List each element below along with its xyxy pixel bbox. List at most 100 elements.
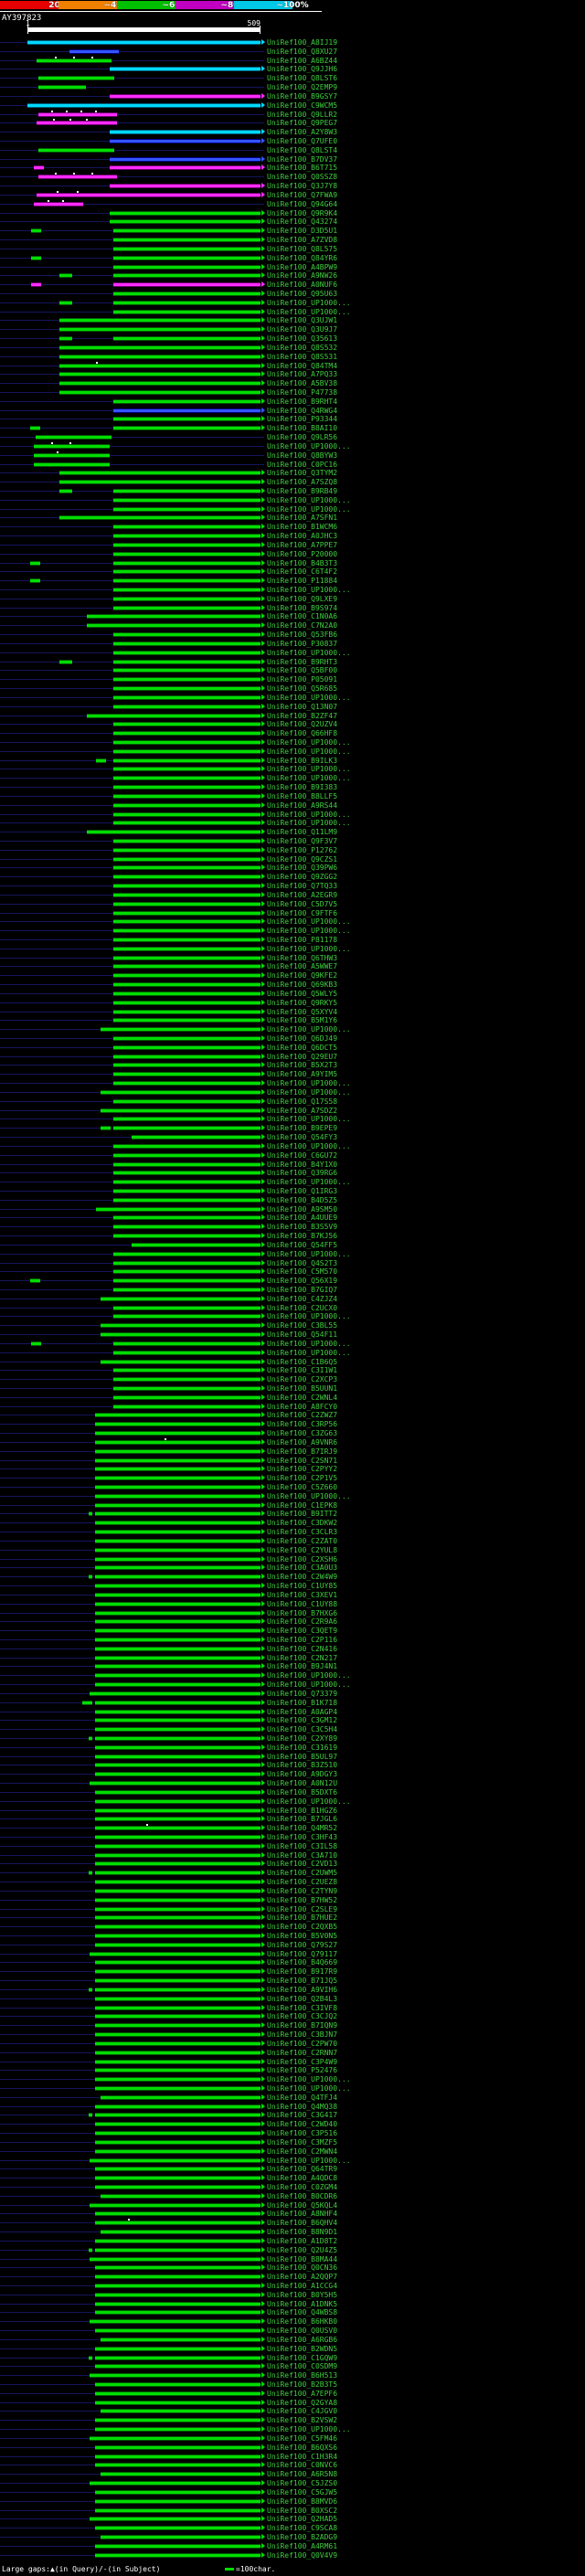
hit-label[interactable]: UniRef100_UP1000... — [267, 441, 351, 451]
hit-label[interactable]: UniRef100_B5M1Y6 — [267, 1016, 338, 1025]
hit-label[interactable]: UniRef100_C3G417 — [267, 2111, 338, 2120]
hit-label[interactable]: UniRef100_Q4RWG4 — [267, 406, 338, 415]
hit-row[interactable]: UniRef100_Q3UJW1 — [0, 316, 585, 325]
hit-label[interactable]: UniRef100_Q5XYV4 — [267, 1007, 338, 1016]
alignment-bar[interactable] — [112, 1161, 261, 1167]
alignment-bar[interactable] — [95, 1206, 261, 1212]
alignment-bar[interactable] — [112, 417, 261, 422]
alignment-bar[interactable] — [112, 1180, 261, 1185]
alignment-bar[interactable] — [94, 1431, 261, 1436]
hit-label[interactable]: UniRef100_Q7UFE0 — [267, 137, 338, 146]
hit-label[interactable]: UniRef100_C3GM12 — [267, 1716, 338, 1725]
alignment-bar[interactable] — [112, 1197, 261, 1203]
hit-row[interactable]: UniRef100_B1K718 — [0, 1699, 585, 1708]
hit-row[interactable]: UniRef100_Q53FB6 — [0, 631, 585, 640]
alignment-bar[interactable] — [109, 93, 261, 99]
alignment-bar[interactable] — [89, 2157, 261, 2163]
hit-row[interactable]: UniRef100_A7PQ33 — [0, 370, 585, 379]
hit-label[interactable]: UniRef100_B0XSC2 — [267, 2506, 338, 2515]
alignment-bar[interactable] — [94, 2131, 261, 2136]
hit-row[interactable]: UniRef100_A2QQP7 — [0, 2273, 585, 2282]
alignment-bar[interactable] — [94, 2310, 261, 2316]
hit-row[interactable]: UniRef100_UP1000... — [0, 917, 585, 927]
alignment-bar[interactable] — [58, 381, 261, 387]
alignment-bar[interactable] — [94, 1709, 261, 1714]
hit-label[interactable]: UniRef100_A5WWE7 — [267, 962, 338, 971]
hit-label[interactable]: UniRef100_UP1000... — [267, 1178, 351, 1187]
alignment-bar[interactable] — [112, 1305, 261, 1310]
hit-label[interactable]: UniRef100_C5M570 — [267, 1267, 338, 1277]
hit-label[interactable]: UniRef100_Q7TQ33 — [267, 882, 338, 891]
hit-label[interactable]: UniRef100_C2UCX0 — [267, 1303, 338, 1312]
alignment-bar[interactable] — [112, 821, 261, 826]
alignment-bar[interactable] — [58, 336, 72, 342]
hit-row[interactable]: UniRef100_B4Q669 — [0, 1958, 585, 1967]
alignment-bar[interactable] — [112, 677, 261, 683]
alignment-bar[interactable] — [69, 48, 119, 54]
hit-row[interactable]: UniRef100_UP1000... — [0, 811, 585, 820]
hit-label[interactable]: UniRef100_Q9ZGG2 — [267, 873, 338, 882]
hit-label[interactable]: UniRef100_A9NW26 — [267, 271, 338, 281]
hit-row[interactable]: UniRef100_Q9CZS1 — [0, 855, 585, 864]
hit-row[interactable]: UniRef100_Q8L575 — [0, 245, 585, 254]
hit-label[interactable]: UniRef100_C2UEZ8 — [267, 1878, 338, 1887]
hit-label[interactable]: UniRef100_C0ZGM4 — [267, 2182, 338, 2191]
alignment-bar[interactable] — [94, 1467, 261, 1472]
hit-row[interactable]: UniRef100_C3P4W9 — [0, 2058, 585, 2067]
hit-row[interactable]: UniRef100_C5FM46 — [0, 2434, 585, 2443]
alignment-bar[interactable] — [109, 139, 261, 144]
alignment-bar[interactable] — [109, 210, 261, 216]
alignment-bar[interactable] — [100, 2094, 261, 2100]
alignment-bar[interactable] — [112, 1044, 261, 1050]
hit-label[interactable]: UniRef100_B8MVD6 — [267, 2496, 338, 2506]
hit-row[interactable]: UniRef100_B5UUN1 — [0, 1384, 585, 1394]
hit-row[interactable]: UniRef100_Q4MQ38 — [0, 2103, 585, 2112]
hit-row[interactable]: UniRef100_A6BZ44 — [0, 56, 585, 66]
hit-label[interactable]: UniRef100_C2VD13 — [267, 1860, 338, 1869]
hit-label[interactable]: UniRef100_B5V0N5 — [267, 1932, 338, 1941]
alignment-bar[interactable] — [94, 1987, 261, 1992]
hit-label[interactable]: UniRef100_C2PYY2 — [267, 1465, 338, 1474]
alignment-bar[interactable] — [112, 964, 261, 970]
hit-row[interactable]: UniRef100_Q79117 — [0, 1950, 585, 1959]
alignment-bar[interactable] — [112, 588, 261, 593]
hit-label[interactable]: UniRef100_C1EPK8 — [267, 1500, 338, 1510]
hit-label[interactable]: UniRef100_B5UL97 — [267, 1752, 338, 1761]
alignment-bar[interactable] — [94, 1861, 261, 1867]
hit-label[interactable]: UniRef100_Q1IRG3 — [267, 1186, 338, 1195]
alignment-bar[interactable] — [112, 273, 261, 279]
hit-row[interactable]: UniRef100_B7GIQ7 — [0, 1286, 585, 1295]
hit-label[interactable]: UniRef100_B71JQ5 — [267, 1977, 338, 1986]
hit-row[interactable]: UniRef100_A4BPW9 — [0, 263, 585, 272]
hit-row[interactable]: UniRef100_C3A710 — [0, 1851, 585, 1860]
alignment-bar[interactable] — [112, 659, 261, 664]
alignment-bar[interactable] — [94, 1619, 261, 1625]
alignment-bar[interactable] — [94, 2543, 261, 2549]
hit-label[interactable]: UniRef100_UP1000... — [267, 1312, 351, 1321]
hit-label[interactable]: UniRef100_D3D5U1 — [267, 227, 338, 236]
hit-row[interactable]: UniRef100_UP1000... — [0, 2084, 585, 2094]
hit-label[interactable]: UniRef100_C3ZG63 — [267, 1429, 338, 1438]
hit-row[interactable]: UniRef100_A9VNR6 — [0, 1437, 585, 1447]
alignment-bar[interactable] — [112, 731, 261, 737]
hit-row[interactable]: UniRef100_C2ZAT0 — [0, 1537, 585, 1546]
alignment-bar[interactable] — [112, 300, 261, 305]
alignment-bar[interactable] — [94, 2390, 261, 2396]
hit-label[interactable]: UniRef100_UP1000... — [267, 747, 351, 756]
hit-label[interactable]: UniRef100_B5X2T3 — [267, 1061, 338, 1070]
hit-label[interactable]: UniRef100_C2P1V5 — [267, 1474, 338, 1483]
alignment-bar[interactable] — [81, 1700, 92, 1705]
hit-label[interactable]: UniRef100_B7DV37 — [267, 154, 338, 164]
hit-label[interactable]: UniRef100_C9FTF6 — [267, 908, 338, 917]
alignment-bar[interactable] — [94, 1511, 261, 1517]
alignment-bar[interactable] — [112, 489, 261, 493]
hit-label[interactable]: UniRef100_P81178 — [267, 936, 338, 944]
alignment-bar[interactable] — [94, 2427, 261, 2433]
alignment-bar[interactable] — [109, 67, 261, 72]
hit-row[interactable]: UniRef100_P47738 — [0, 388, 585, 398]
hit-label[interactable]: UniRef100_C3CJQ2 — [267, 2012, 338, 2021]
alignment-bar[interactable] — [58, 489, 72, 493]
hit-label[interactable]: UniRef100_UP1000... — [267, 1339, 351, 1348]
alignment-bar[interactable] — [88, 1871, 92, 1876]
hit-row[interactable]: UniRef100_B7JGL6 — [0, 1815, 585, 1824]
